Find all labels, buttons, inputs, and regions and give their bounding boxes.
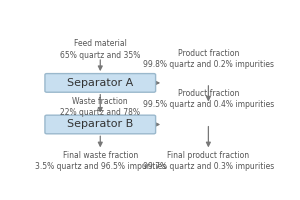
Text: Final product fraction
99.7% quartz and 0.3% impurities: Final product fraction 99.7% quartz and … [143, 151, 274, 171]
Text: Final waste fraction
3.5% quartz and 96.5% impurities: Final waste fraction 3.5% quartz and 96.… [35, 151, 166, 171]
Text: Waste fraction
22% quartz and 78%: Waste fraction 22% quartz and 78% [60, 97, 140, 117]
FancyBboxPatch shape [45, 115, 156, 134]
Text: Product fraction
99.8% quartz and 0.2% impurities: Product fraction 99.8% quartz and 0.2% i… [143, 49, 274, 69]
FancyBboxPatch shape [45, 74, 156, 92]
Text: Product fraction
99.5% quartz and 0.4% impurities: Product fraction 99.5% quartz and 0.4% i… [143, 89, 274, 109]
Text: Feed material
65% quartz and 35%: Feed material 65% quartz and 35% [60, 39, 140, 60]
Text: Separator B: Separator B [67, 119, 134, 129]
Text: Separator A: Separator A [67, 78, 134, 88]
